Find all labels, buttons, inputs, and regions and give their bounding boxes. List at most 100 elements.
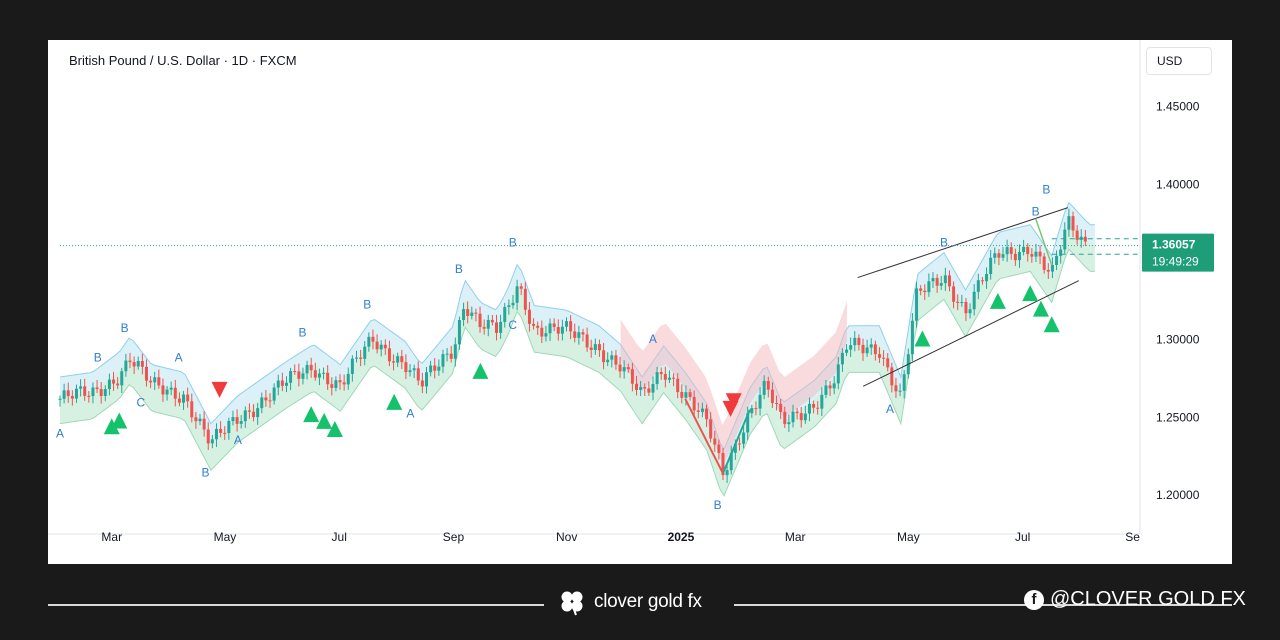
- candle-body: [544, 333, 548, 337]
- channel-top: [857, 207, 1069, 279]
- bearish-signal-marker: [725, 393, 742, 410]
- candle-body: [1071, 216, 1075, 231]
- candle-body: [894, 385, 898, 392]
- bearish-signal-marker: [211, 381, 228, 398]
- candle-body: [404, 362, 408, 373]
- cloud-lower-band: [60, 221, 1095, 496]
- candle-body: [705, 408, 709, 420]
- bullish-signal-marker: [1032, 300, 1049, 317]
- candle-body: [103, 389, 107, 396]
- candle-body: [667, 377, 671, 380]
- candle-body: [144, 366, 148, 381]
- candle-body: [746, 413, 750, 433]
- wave-label: B: [1032, 204, 1040, 218]
- candle-body: [322, 372, 326, 374]
- x-tick-label: Jul: [1015, 530, 1030, 544]
- social-handle[interactable]: f @CLOVER GOLD FX: [1024, 588, 1246, 611]
- candle-body: [787, 422, 791, 425]
- candle-body: [297, 371, 301, 379]
- candle-body: [83, 386, 87, 396]
- candle-body: [445, 353, 449, 355]
- candle-body: [898, 390, 902, 392]
- candle-body: [112, 379, 116, 384]
- candle-body: [280, 380, 284, 386]
- bullish-signal-marker: [316, 412, 333, 429]
- candle-body: [227, 420, 231, 434]
- candle-body: [499, 321, 503, 333]
- candle-body: [495, 322, 499, 333]
- candle-body: [313, 370, 317, 378]
- candle-body: [635, 383, 639, 390]
- candle-body: [379, 344, 383, 350]
- candle-body: [556, 327, 560, 334]
- candle-body: [692, 397, 696, 411]
- candle-body: [490, 319, 494, 323]
- candle-body: [737, 443, 741, 445]
- candle-body: [923, 290, 927, 293]
- social-handle-text: @CLOVER GOLD FX: [1050, 588, 1246, 610]
- cloud-upper-line: [59, 201, 1095, 451]
- candle-body: [256, 408, 260, 418]
- candle-body: [206, 429, 210, 444]
- candle-body: [354, 357, 358, 359]
- candle-body: [581, 332, 585, 335]
- candle-body: [470, 312, 474, 316]
- candle-body: [515, 286, 519, 303]
- candle-body: [523, 288, 527, 310]
- candle-body: [857, 337, 861, 345]
- candle-body: [919, 288, 923, 291]
- candle-body: [202, 418, 206, 430]
- clover-icon: [561, 591, 583, 616]
- candle-body: [696, 410, 700, 412]
- x-tick-label: Jul: [332, 530, 347, 544]
- candle-body: [684, 392, 688, 398]
- candle-body: [943, 275, 947, 284]
- candle-body: [750, 408, 754, 414]
- wave-label: B: [94, 350, 102, 364]
- candle-body: [116, 383, 120, 386]
- candle-body: [136, 361, 140, 367]
- candle-body: [639, 387, 643, 390]
- candle-body: [713, 438, 717, 445]
- candle-body: [124, 360, 128, 372]
- candle-body: [239, 421, 243, 424]
- candle-body: [849, 345, 853, 350]
- candle-body: [210, 439, 214, 444]
- wave-line: [684, 398, 724, 474]
- candle-body: [120, 371, 124, 386]
- candle-body: [993, 253, 997, 258]
- candle-body: [252, 411, 256, 418]
- candle-body: [272, 387, 276, 401]
- candle-body: [717, 444, 721, 453]
- price-chart[interactable]: 1.45000 1.40000 1.30000 1.25000 1.20000 Mar Ma…: [48, 40, 1232, 564]
- candle-body: [396, 356, 400, 363]
- candle-body: [289, 371, 293, 383]
- candle-body: [585, 334, 589, 348]
- candle-body: [66, 390, 70, 397]
- currency-button[interactable]: USD: [1146, 47, 1212, 75]
- candle-body: [214, 428, 218, 440]
- candle-body: [630, 369, 634, 384]
- candle-body: [392, 361, 396, 363]
- y-tick-label: 1.40000: [1156, 177, 1200, 191]
- candle-body: [956, 301, 960, 303]
- candle-body: [1001, 254, 1005, 258]
- candle-body: [733, 443, 737, 453]
- candle-body: [70, 396, 74, 399]
- candle-body: [132, 362, 136, 367]
- wave-label: B: [1042, 183, 1050, 197]
- wave-label: A: [886, 402, 894, 416]
- wave-label: B: [509, 235, 517, 249]
- wave-label: B: [940, 235, 948, 249]
- candle-body: [964, 301, 968, 314]
- chart-panel: British Pound / U.S. Dollar · 1D · FXCM …: [48, 40, 1232, 564]
- candle-body: [182, 394, 186, 403]
- projection-arrow: [1034, 218, 1053, 266]
- candle-body: [721, 452, 725, 476]
- candle-body: [618, 364, 622, 372]
- x-tick-label: 2025: [668, 530, 695, 544]
- candle-body: [128, 360, 132, 363]
- candle-body: [643, 387, 647, 389]
- candle-body: [783, 411, 787, 425]
- candle-body: [387, 348, 391, 362]
